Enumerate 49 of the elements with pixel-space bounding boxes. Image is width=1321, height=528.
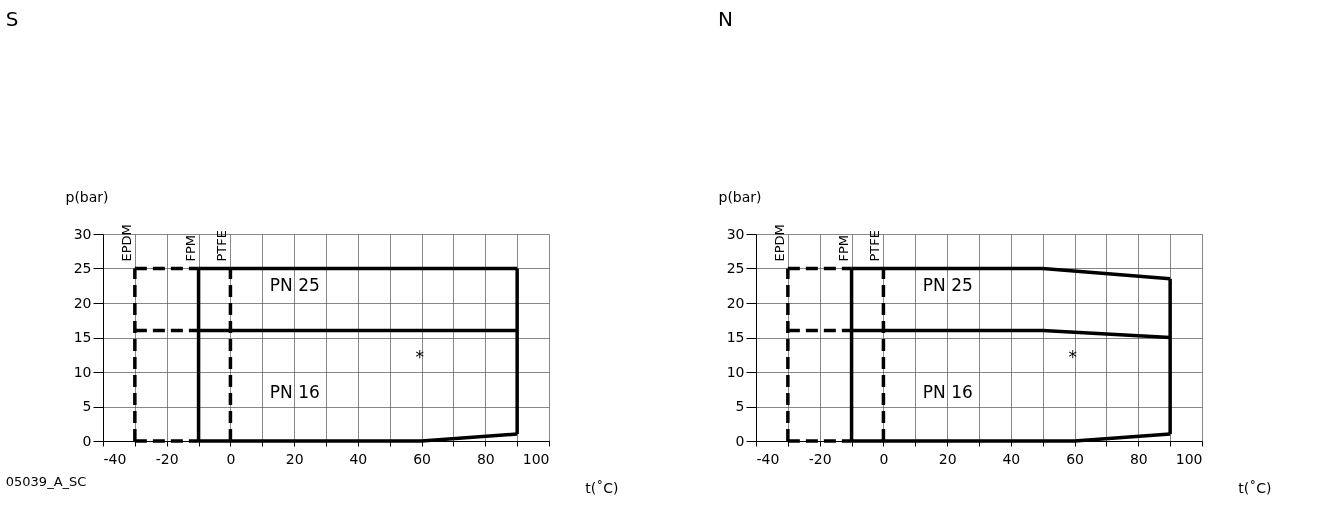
x-tick-label: 0 — [226, 450, 236, 467]
x-axis-title: t(˚C) — [1238, 479, 1272, 496]
y-tick-label: 30 — [73, 225, 92, 242]
x-tick-label: 80 — [1129, 450, 1148, 467]
y-tick-label: 15 — [73, 329, 92, 345]
annotation: * — [1068, 347, 1077, 368]
annotation: PTFE — [867, 230, 883, 262]
annotation: PN 16 — [922, 382, 973, 403]
x-tick-label: 40 — [349, 450, 368, 467]
text: 05039_A_SC — [5, 474, 87, 490]
y-tick-label: 20 — [726, 294, 745, 311]
y-tick-label: 15 — [726, 329, 745, 345]
annotation: EPDM — [771, 224, 787, 262]
x-axis-title: t(˚C) — [585, 479, 619, 496]
annotation: * — [415, 347, 424, 368]
x-tick-label: 20 — [285, 450, 304, 467]
chart-title: S — [5, 7, 19, 31]
annotation: PN 16 — [269, 382, 320, 403]
x-tick-label: 100 — [1175, 450, 1203, 467]
y-tick-label: 5 — [82, 398, 92, 414]
y-tick-label: 20 — [73, 294, 92, 311]
x-tick-label: -20 — [808, 450, 832, 467]
annotation: PN 25 — [269, 274, 320, 295]
annotation: PTFE — [214, 230, 230, 262]
x-tick-label: -20 — [155, 450, 179, 467]
chart-title: N — [718, 7, 733, 31]
x-tick-label: 60 — [413, 450, 431, 467]
y-tick-label: 10 — [73, 363, 92, 380]
x-tick-label: 100 — [522, 450, 550, 467]
y-tick-label: 30 — [726, 225, 745, 242]
y-tick-label: 5 — [735, 398, 745, 414]
x-tick-label: 60 — [1066, 450, 1084, 467]
y-tick-label: 25 — [73, 260, 92, 276]
y-tick-label: 0 — [735, 432, 745, 449]
x-tick-label: -40 — [103, 450, 127, 467]
y-tick-label: 25 — [726, 260, 745, 276]
x-tick-label: 20 — [938, 450, 957, 467]
annotation: FPM — [835, 234, 851, 262]
x-tick-label: 80 — [476, 450, 495, 467]
x-tick-label: 0 — [879, 450, 889, 467]
x-tick-label: -40 — [756, 450, 780, 467]
y-tick-label: 0 — [82, 432, 92, 449]
y-axis-title: p(bar) — [718, 188, 762, 205]
x-tick-label: 40 — [1002, 450, 1021, 467]
y-axis-title: p(bar) — [65, 188, 109, 205]
y-tick-label: 10 — [726, 363, 745, 380]
annotation: FPM — [182, 234, 198, 262]
annotation: PN 25 — [922, 274, 973, 295]
annotation: EPDM — [118, 224, 134, 262]
